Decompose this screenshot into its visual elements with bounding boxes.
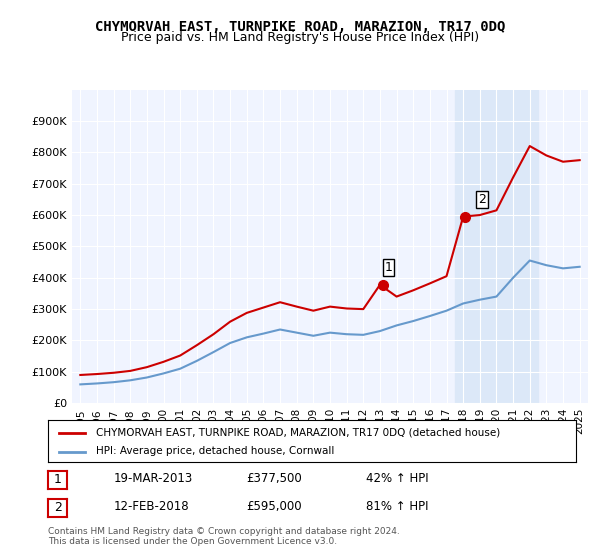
Text: 12-FEB-2018: 12-FEB-2018 <box>114 500 190 514</box>
Text: 81% ↑ HPI: 81% ↑ HPI <box>366 500 428 514</box>
Text: CHYMORVAH EAST, TURNPIKE ROAD, MARAZION, TR17 0DQ (detached house): CHYMORVAH EAST, TURNPIKE ROAD, MARAZION,… <box>95 428 500 437</box>
Text: HPI: Average price, detached house, Cornwall: HPI: Average price, detached house, Corn… <box>95 446 334 456</box>
Text: £595,000: £595,000 <box>246 500 302 514</box>
Text: 2: 2 <box>53 501 62 515</box>
Bar <box>455 90 538 403</box>
Text: CHYMORVAH EAST, TURNPIKE ROAD, MARAZION, TR17 0DQ: CHYMORVAH EAST, TURNPIKE ROAD, MARAZION,… <box>95 20 505 34</box>
Text: 42% ↑ HPI: 42% ↑ HPI <box>366 472 428 486</box>
Text: Price paid vs. HM Land Registry's House Price Index (HPI): Price paid vs. HM Land Registry's House … <box>121 31 479 44</box>
Text: 2: 2 <box>478 193 486 206</box>
Text: 19-MAR-2013: 19-MAR-2013 <box>114 472 193 486</box>
Text: £377,500: £377,500 <box>246 472 302 486</box>
Text: 1: 1 <box>53 473 62 487</box>
Text: 1: 1 <box>385 261 392 274</box>
Text: Contains HM Land Registry data © Crown copyright and database right 2024.
This d: Contains HM Land Registry data © Crown c… <box>48 526 400 546</box>
